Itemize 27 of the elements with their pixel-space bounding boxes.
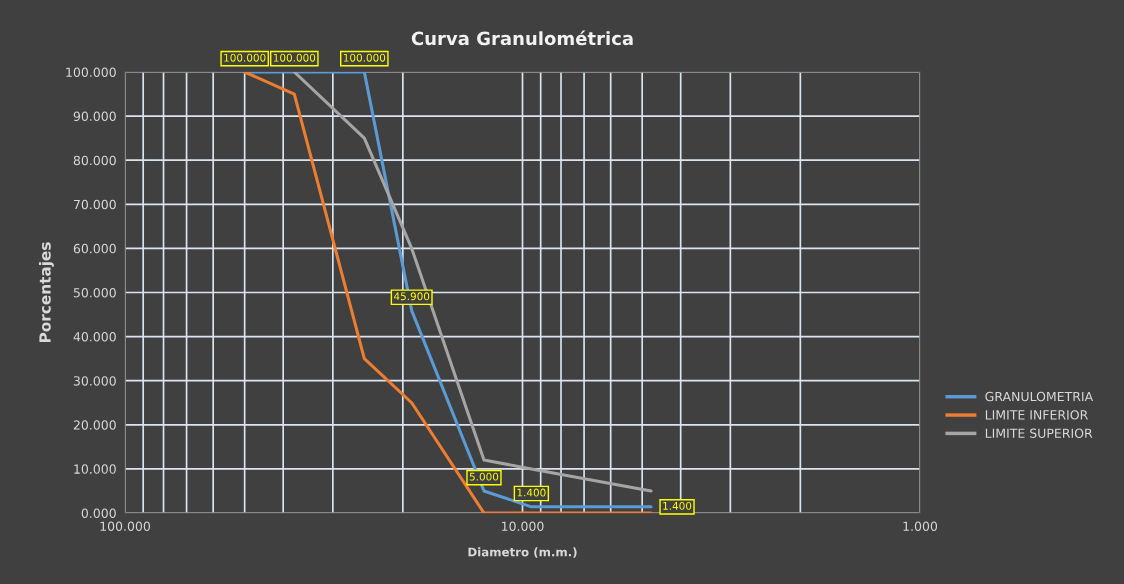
x-tick-label: 10.000 [502, 521, 544, 532]
x-axis-title: Diametro (m.m.) [468, 547, 577, 558]
y-tick-label: 70.000 [73, 199, 116, 210]
y-tick-label: 90.000 [73, 111, 116, 122]
legend-label: LIMITE SUPERIOR [985, 428, 1093, 438]
y-tick-label: 80.000 [73, 155, 116, 166]
data-label: 1.400 [663, 501, 692, 510]
y-tick-label: 50.000 [73, 287, 116, 298]
y-tick-label: 30.000 [73, 376, 116, 386]
y-tick-label: 100.000 [66, 67, 116, 77]
legend-label: GRANULOMETRIA [985, 391, 1094, 402]
data-label: 100.000 [224, 53, 266, 62]
x-tick-label: 100.000 [100, 521, 151, 532]
data-label: 100.000 [273, 53, 316, 62]
data-label: 5.000 [469, 472, 499, 481]
chart-title: Curva Granulométrica [411, 30, 633, 46]
y-tick-label: 10.000 [74, 464, 116, 474]
y-axis-title: Porcentajes [38, 242, 54, 343]
data-label: 1.400 [517, 488, 546, 497]
y-tick-label: 20.000 [73, 420, 116, 430]
data-label: 100.000 [343, 53, 386, 62]
x-tick-label: 1.000 [903, 521, 938, 532]
legend-label: LIMITE INFERIOR [985, 410, 1088, 420]
y-tick-label: 0.000 [81, 508, 116, 518]
data-label: 45.900 [393, 292, 430, 301]
y-tick-label: 60.000 [73, 243, 116, 254]
y-tick-label: 40.000 [73, 332, 116, 342]
